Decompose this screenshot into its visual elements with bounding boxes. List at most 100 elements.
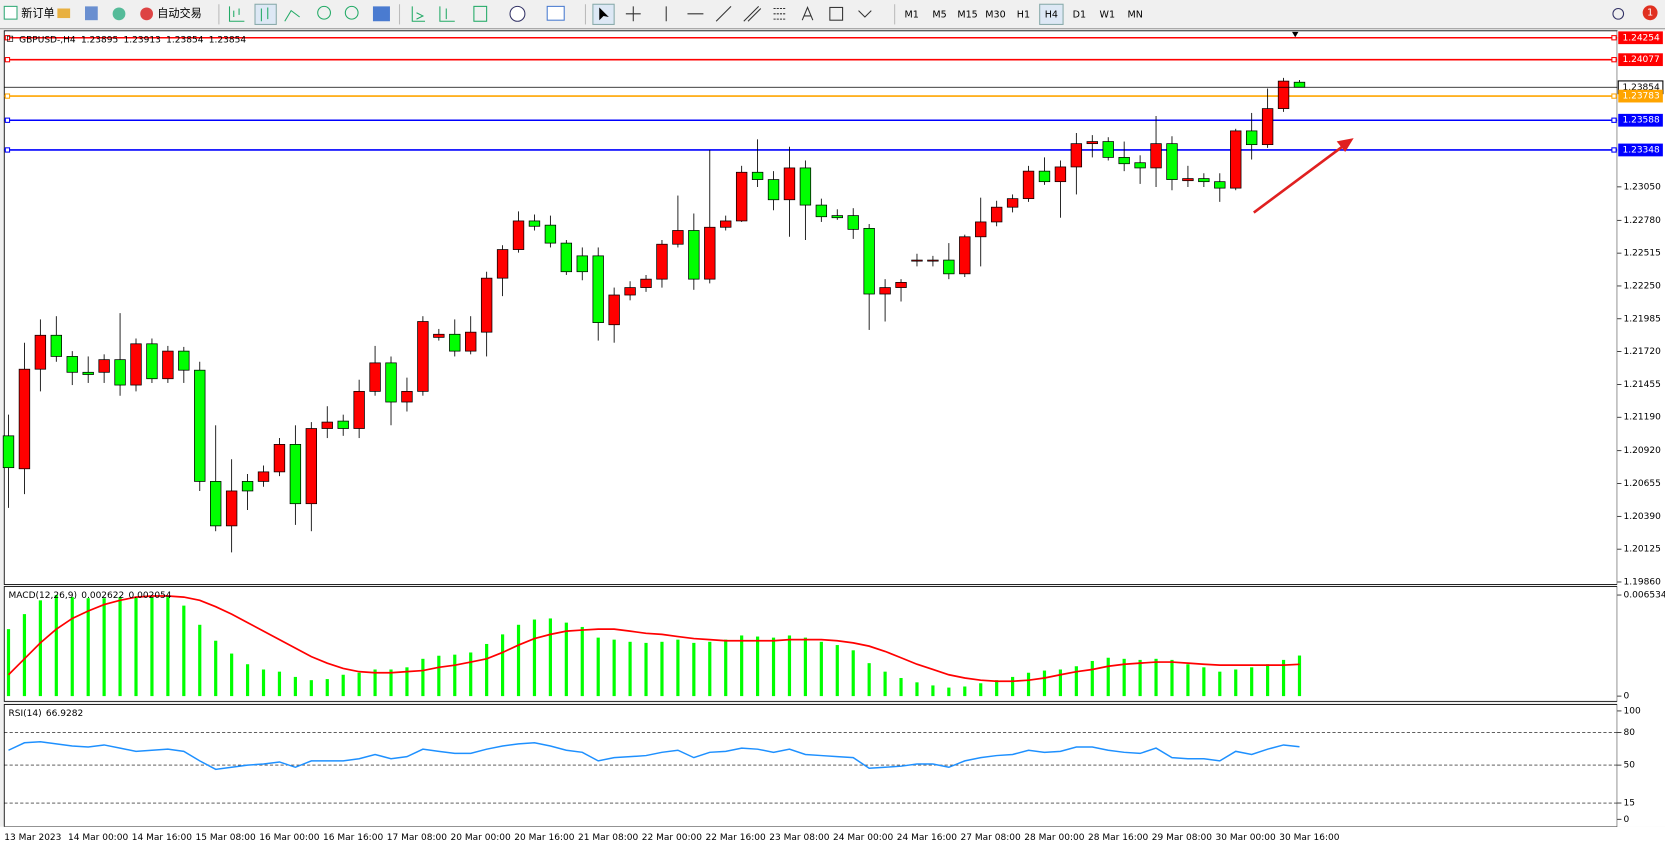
macd-bar <box>708 641 712 697</box>
timeframe-button[interactable]: H4 <box>1045 9 1058 20</box>
search-button[interactable] <box>1612 7 1625 20</box>
macd-bar <box>1234 669 1238 697</box>
candle-body <box>50 334 62 357</box>
candle-body <box>1102 141 1114 158</box>
candle-body <box>1038 170 1051 183</box>
macd-bar <box>1122 658 1126 697</box>
y-tick-label: 1.20390 <box>1624 512 1662 522</box>
zoom-in-button[interactable] <box>317 5 331 20</box>
macd-bar <box>1186 664 1190 697</box>
timeframe-button[interactable]: H1 <box>1017 9 1030 20</box>
y-tick-label: 1.22780 <box>1624 216 1662 226</box>
candle-body <box>2 435 15 469</box>
candle-body <box>704 226 716 280</box>
line-handle <box>4 147 11 153</box>
macd-bar <box>134 597 138 697</box>
line-handle <box>4 57 11 63</box>
line-label: 1.24077 <box>1622 55 1659 65</box>
candle-body <box>194 369 206 482</box>
bar-chart-button[interactable] <box>228 6 245 22</box>
macd-value: 0.002622 <box>81 591 124 601</box>
macd-bar <box>182 605 186 697</box>
y-tick-label: 1.19860 <box>1624 577 1662 587</box>
y-tick-label: 1.21720 <box>1624 347 1662 357</box>
macd-bar <box>389 669 393 697</box>
symbol: GBPUSD-,H4 <box>19 35 76 45</box>
macd-bar <box>86 598 90 697</box>
timeframe-button[interactable]: D1 <box>1073 9 1086 20</box>
macd-bar <box>1058 669 1063 697</box>
toolbar-icon[interactable] <box>57 8 71 19</box>
candle-body <box>1245 130 1258 146</box>
x-tick-label: 22 Mar 00:00 <box>642 833 702 843</box>
timeframe-button[interactable]: MN <box>1128 9 1143 20</box>
toolbar-icon[interactable] <box>112 7 126 21</box>
trendline-button[interactable] <box>715 6 732 22</box>
crosshair-button[interactable] <box>625 6 641 22</box>
candle-body <box>210 481 222 527</box>
new-order-button[interactable]: 新订单 <box>21 6 54 20</box>
chart-shift-button[interactable] <box>439 6 455 22</box>
y-tick-label: 0.006534 <box>1624 591 1665 601</box>
macd-bar <box>1266 664 1270 697</box>
candle-body <box>273 444 286 473</box>
timeframe-button[interactable]: M15 <box>957 9 977 20</box>
macd-bar <box>214 640 218 697</box>
timeframe-button[interactable]: M1 <box>905 9 919 20</box>
label-button[interactable] <box>829 6 844 21</box>
zoom-out-button[interactable] <box>344 5 359 20</box>
toolbar-icon[interactable] <box>85 6 98 21</box>
candle-chart-button[interactable] <box>254 3 277 25</box>
auto-trading-button[interactable]: 自动交易 <box>157 6 202 20</box>
candle-body <box>895 282 907 288</box>
candle-body <box>879 287 891 295</box>
candle-body <box>480 277 493 333</box>
macd-bar <box>995 680 999 697</box>
macd-bar <box>851 650 855 697</box>
ohlc-open: 1.23895 <box>81 35 118 45</box>
x-tick-label: 16 Mar 16:00 <box>323 833 383 843</box>
macd-bar <box>54 595 58 697</box>
line-label: 1.23588 <box>1622 116 1660 126</box>
line-chart-button[interactable] <box>284 9 300 22</box>
timeframe-button[interactable]: M5 <box>932 9 946 20</box>
candle-body <box>720 220 732 228</box>
cursor-icon <box>599 7 609 21</box>
candle-body <box>241 481 254 492</box>
ohlc-close: 1.23854 <box>209 35 247 45</box>
x-tick-label: 20 Mar 00:00 <box>451 833 511 843</box>
candle-body <box>927 259 939 262</box>
y-tick-label: 15 <box>1624 799 1635 809</box>
indicators-button[interactable] <box>473 5 488 22</box>
periods-button[interactable] <box>509 5 526 22</box>
macd-bar <box>596 637 600 697</box>
autoscroll-button[interactable] <box>411 6 426 22</box>
macd-bar <box>644 642 648 697</box>
x-tick-label: 14 Mar 00:00 <box>68 833 128 843</box>
text-button[interactable] <box>801 6 814 21</box>
fibo-button[interactable] <box>773 7 787 20</box>
candle-body <box>1118 157 1130 165</box>
arrows-button[interactable] <box>858 10 872 18</box>
timeframe-button[interactable]: M30 <box>985 9 1005 20</box>
channel-button[interactable] <box>743 6 762 22</box>
macd-bar <box>803 637 807 697</box>
tile-button[interactable] <box>372 6 390 22</box>
x-tick-label: 22 Mar 16:00 <box>706 833 766 843</box>
line-label-box <box>1618 89 1663 103</box>
y-tick-label: 1.23050 <box>1624 182 1662 192</box>
macd-bar <box>230 653 234 697</box>
signal-line <box>7 595 1300 683</box>
candle-body <box>767 179 780 201</box>
macd-bar <box>6 629 11 697</box>
candle-body <box>178 350 190 371</box>
notification-badge[interactable] <box>1642 5 1658 21</box>
candle-body <box>369 362 381 392</box>
candle-body <box>1054 166 1067 183</box>
auto-trading-icon <box>140 7 154 21</box>
line-label-box <box>1618 143 1663 157</box>
x-tick-label: 23 Mar 08:00 <box>769 833 829 843</box>
timeframe-button[interactable]: W1 <box>1100 9 1116 20</box>
candle-body <box>911 259 923 262</box>
templates-button[interactable] <box>546 5 565 21</box>
